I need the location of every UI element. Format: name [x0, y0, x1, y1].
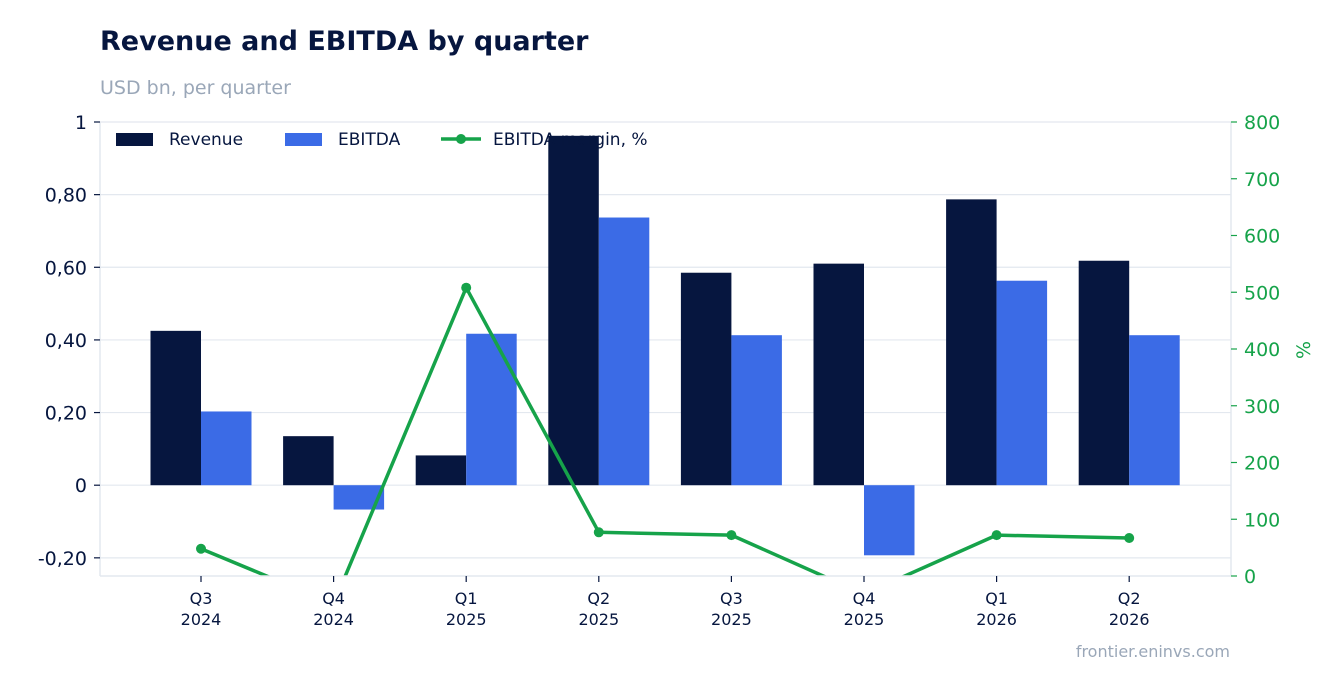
- legend-label-ebitda: EBITDA: [338, 130, 401, 150]
- bar-revenue-2: [415, 455, 467, 486]
- margin-line-path: [200, 285, 1130, 576]
- left-tick-label: 0,60: [45, 257, 87, 279]
- bar-ebitda-7: [1129, 335, 1180, 486]
- bar-revenue-3: [548, 135, 599, 486]
- x-tick-label: Q2: [1118, 589, 1141, 608]
- legend-label-ebitda-margin-: EBITDA margin, %: [493, 130, 648, 150]
- bar-ebitda-3: [598, 217, 650, 486]
- legend-marker-ebitda-margin-: [456, 134, 466, 144]
- legend-label-revenue: Revenue: [169, 130, 243, 150]
- bar-revenue-6: [946, 199, 997, 486]
- bar-ebitda-6: [996, 280, 1048, 486]
- legend-swatch-revenue: [116, 133, 153, 146]
- right-tick-label: 300: [1244, 396, 1280, 418]
- bar-revenue-4: [680, 272, 732, 486]
- x-tick-label: 2024: [313, 610, 354, 629]
- bar-revenue-7: [1078, 260, 1130, 486]
- left-tick-label: 0,80: [45, 185, 87, 207]
- margin-point-7: [1124, 532, 1135, 543]
- margin-point-4: [726, 530, 737, 541]
- x-tick-label: 2025: [711, 610, 752, 629]
- bar-ebitda-2: [466, 333, 517, 486]
- x-tick-label: 2026: [976, 610, 1017, 629]
- margin-point-0: [196, 543, 206, 554]
- x-tick-label: 2025: [578, 610, 619, 629]
- right-tick-label: 600: [1244, 226, 1280, 248]
- right-tick-label: 200: [1244, 453, 1280, 475]
- bars: [150, 135, 1180, 556]
- left-tick-label: 0,20: [45, 403, 87, 425]
- x-tick-label: Q1: [455, 589, 478, 608]
- margin-line: [196, 282, 1135, 576]
- x-tick-label: 2026: [1109, 610, 1150, 629]
- right-tick-label: 0: [1244, 566, 1256, 588]
- left-tick-label: -0,20: [38, 548, 87, 570]
- bar-revenue-1: [283, 436, 334, 486]
- margin-point-2: [461, 282, 472, 293]
- legend-swatch-ebitda: [285, 133, 322, 146]
- right-tick-label: 400: [1244, 339, 1280, 361]
- x-tick-label: Q3: [190, 589, 213, 608]
- axes: -0,20 0 0,20 0,40 0,60 0,80 1 0 100 200 300 400 500 6…: [38, 112, 1315, 629]
- x-tick-label: 2025: [844, 610, 885, 629]
- left-tick-label: 0,40: [45, 330, 87, 352]
- left-tick-label: 0: [75, 475, 87, 497]
- source-note: frontier.eninvs.com: [1075, 642, 1230, 661]
- legend: Revenue EBITDA EBITDA margin, %: [116, 130, 648, 150]
- right-tick-label: 500: [1244, 282, 1280, 304]
- bar-revenue-0: [150, 330, 201, 486]
- bar-revenue-5: [813, 263, 864, 486]
- gridlines: [100, 121, 1231, 559]
- right-tick-label: 800: [1244, 112, 1280, 134]
- x-tick-label: Q1: [985, 589, 1008, 608]
- bar-ebitda-0: [201, 411, 252, 486]
- right-tick-label: 100: [1244, 509, 1280, 531]
- bar-ebitda-4: [731, 335, 782, 486]
- margin-point-3: [593, 527, 604, 538]
- right-axis-label: %: [1293, 341, 1315, 359]
- x-tick-label: 2024: [181, 610, 222, 629]
- x-tick-label: Q2: [587, 589, 610, 608]
- x-tick-label: Q4: [853, 589, 876, 608]
- x-tick-label: Q4: [322, 589, 345, 608]
- left-tick-label: 1: [75, 112, 87, 134]
- chart-subtitle: USD bn, per quarter: [100, 77, 291, 99]
- bar-ebitda-5: [864, 485, 915, 556]
- right-tick-label: 700: [1244, 169, 1280, 191]
- margin-point-6: [991, 530, 1002, 541]
- chart-title: Revenue and EBITDA by quarter: [100, 26, 589, 57]
- x-tick-label: 2025: [446, 610, 487, 629]
- x-tick-label: Q3: [720, 589, 743, 608]
